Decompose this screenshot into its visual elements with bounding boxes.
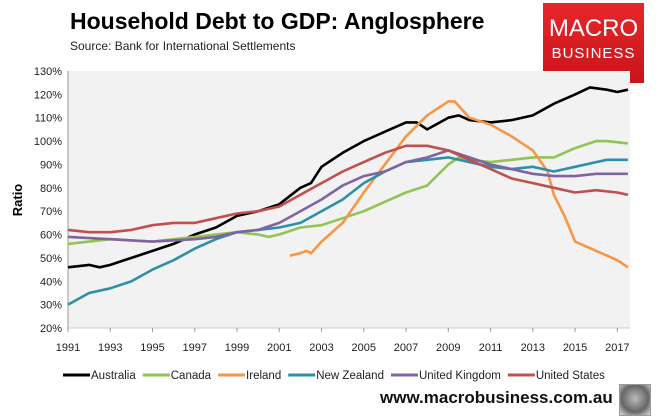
chart-title: Household Debt to GDP: Anglosphere bbox=[70, 8, 485, 34]
x-tick-label: 1991 bbox=[56, 342, 80, 354]
y-tick-label: 30% bbox=[40, 300, 62, 312]
wolf-icon bbox=[619, 384, 651, 416]
series-line-united-states bbox=[67, 144, 629, 234]
x-tick-label: 1997 bbox=[183, 342, 207, 354]
y-tick-label: 130% bbox=[34, 66, 62, 78]
x-tick-label: 1993 bbox=[98, 342, 122, 354]
website-text: www.macrobusiness.com.au bbox=[380, 388, 613, 407]
legend-label: United Kingdom bbox=[419, 370, 501, 382]
chart-subtitle: Source: Bank for International Settlemen… bbox=[70, 39, 296, 53]
legend-label: New Zealand bbox=[316, 370, 384, 382]
y-tick-label: 120% bbox=[34, 89, 62, 101]
legend-label: Canada bbox=[171, 370, 212, 382]
y-tick-label: 110% bbox=[35, 113, 63, 125]
x-tick-label: 2003 bbox=[309, 342, 333, 354]
series-line-ireland bbox=[289, 100, 629, 269]
y-tick-label: 100% bbox=[34, 136, 62, 148]
series-line-united-kingdom bbox=[67, 149, 628, 243]
y-tick-label: 90% bbox=[40, 159, 62, 171]
x-tick-label: 2007 bbox=[394, 342, 418, 354]
x-tick-label: 2009 bbox=[436, 342, 460, 354]
x-tick-label: 2015 bbox=[563, 342, 587, 354]
series-line-canada bbox=[67, 139, 629, 246]
macrobusiness-logo: MACRO BUSINESS bbox=[543, 3, 644, 83]
x-tick-label: 1995 bbox=[140, 342, 164, 354]
logo-line1: MACRO bbox=[548, 15, 639, 42]
x-tick-label: 2013 bbox=[521, 342, 545, 354]
y-tick-label: 80% bbox=[40, 183, 62, 195]
legend-label: Ireland bbox=[246, 370, 281, 382]
x-tick-label: 2001 bbox=[267, 342, 291, 354]
series-line-new-zealand bbox=[67, 156, 628, 306]
legend-label: Australia bbox=[91, 370, 136, 382]
y-tick-label: 20% bbox=[40, 323, 62, 335]
legend-label: United States bbox=[536, 370, 605, 382]
x-tick-label: 1999 bbox=[225, 342, 249, 354]
y-tick-label: 40% bbox=[40, 276, 62, 288]
y-tick-label: 50% bbox=[40, 253, 62, 265]
y-tick-label: 70% bbox=[40, 206, 62, 218]
y-tick-label: 60% bbox=[40, 230, 62, 242]
series-line-australia bbox=[67, 86, 629, 269]
y-axis-title: Ratio bbox=[10, 184, 25, 217]
x-tick-label: 2017 bbox=[605, 342, 629, 354]
x-tick-label: 2005 bbox=[352, 342, 376, 354]
logo-line2: BUSINESS bbox=[551, 45, 636, 62]
x-tick-label: 2011 bbox=[479, 342, 503, 354]
